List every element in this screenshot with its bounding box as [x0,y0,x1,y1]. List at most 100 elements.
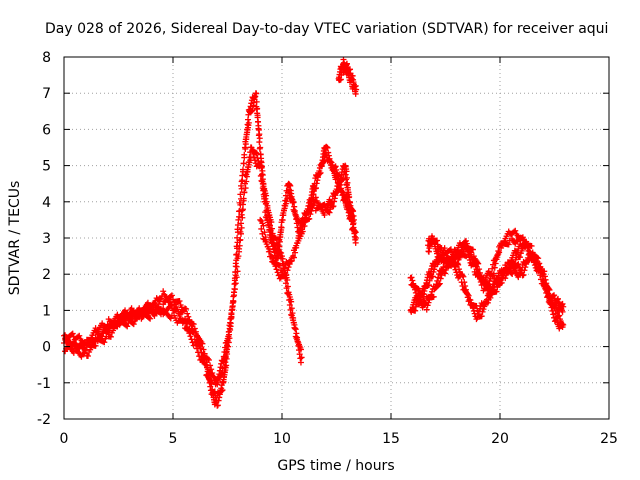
data-point-fill [237,191,244,198]
data-point-fill [484,299,491,306]
y-tick-labels: -2 -1 0 1 2 3 4 5 6 7 8 [37,50,51,428]
data-point-fill [208,366,215,373]
data-point-fill [251,154,258,161]
data-point-fill [297,355,304,362]
data-point-fill [504,267,511,274]
data-point-fill [469,246,476,253]
data-point-fill [328,159,335,166]
x-tick-label: 5 [169,431,178,447]
x-tick-label: 10 [273,431,291,447]
data-point-fill [459,272,466,279]
data-point-fill [324,144,331,151]
data-point-fill [412,307,419,314]
data-point-fill [223,346,230,353]
data-point-fill [297,359,304,366]
data-point [235,253,242,260]
data-point-fill [160,288,167,295]
data-point-fill [462,282,469,289]
data-point-fill [207,362,214,369]
data-point-fill [185,313,192,320]
data-point-fill [263,238,270,245]
data-point-fill [284,283,291,290]
data-point-fill [291,324,298,331]
data-point-fill [225,343,232,350]
data-point-fill [412,289,419,296]
data-point-fill [268,225,275,232]
data-point-fill [69,340,76,347]
data-point-fill [207,379,214,386]
data-point-fill [146,314,153,321]
data-point-fill [70,349,77,356]
data-point-fill [307,211,314,218]
data-point-fill [200,346,207,353]
data-point-fill [428,288,435,295]
data-point-fill [254,112,261,119]
data-point-fill [462,237,469,244]
data-point-fill [299,228,306,235]
data-markers [61,56,567,409]
data-point [560,303,567,310]
data-point-fill [130,321,137,328]
data-point-fill [269,254,276,261]
data-point-fill [227,316,234,323]
data-point-fill [288,257,295,264]
data-point-fill [238,182,245,189]
data-point-fill [330,203,337,210]
data-point-fill [291,203,298,210]
data-point-fill [317,169,324,176]
data-point-fill [254,154,261,161]
data-point-fill [519,234,526,241]
data-point-fill [423,306,430,313]
data-point [560,321,567,328]
data-point-fill [207,383,214,390]
data-point-fill [197,345,204,352]
data-point-fill [269,230,276,237]
series-track-1 [61,90,360,409]
data-point [350,216,357,223]
data-point-fill [297,225,304,232]
y-tick-label: 1 [42,303,51,319]
data-point-fill [234,221,241,228]
data-point-fill [273,240,280,247]
data-point-fill [544,288,551,295]
data-point-fill [147,315,154,322]
data-point [263,198,270,205]
data-point-fill [304,208,311,215]
data-point [289,198,296,205]
data-point-fill [540,277,547,284]
data-point-fill [219,387,226,394]
data-point-fill [456,253,463,260]
data-point-fill [124,323,131,330]
y-tick-label: 5 [42,159,51,175]
data-point-fill [290,254,297,261]
data-point-fill [306,215,313,222]
data-point-fill [270,257,277,264]
data-point-fill [232,280,239,287]
data-point-fill [233,274,240,281]
data-point-fill [559,300,566,307]
data-point-fill [461,279,468,286]
data-point-fill [494,284,501,291]
data-point-fill [293,330,300,337]
data-point-fill [238,230,245,237]
series-track-4 [335,56,360,97]
data-point-fill [474,259,481,266]
data-point-fill [259,176,266,183]
data-point-fill [442,270,449,277]
data-point-fill [69,330,76,337]
data-point-fill [201,350,208,357]
data-point-fill [508,270,515,277]
y-tick-label: 3 [42,231,51,247]
data-point [191,325,198,332]
x-tick-label: 0 [60,431,69,447]
data-point-fill [511,260,518,267]
data-point-fill [114,311,121,318]
data-point-fill [262,195,269,202]
data-point-fill [176,297,183,304]
data-point [298,354,305,361]
data-point-fill [409,277,416,284]
data-point-fill [437,275,444,282]
data-point-fill [279,255,286,262]
data-point-fill [439,249,446,256]
